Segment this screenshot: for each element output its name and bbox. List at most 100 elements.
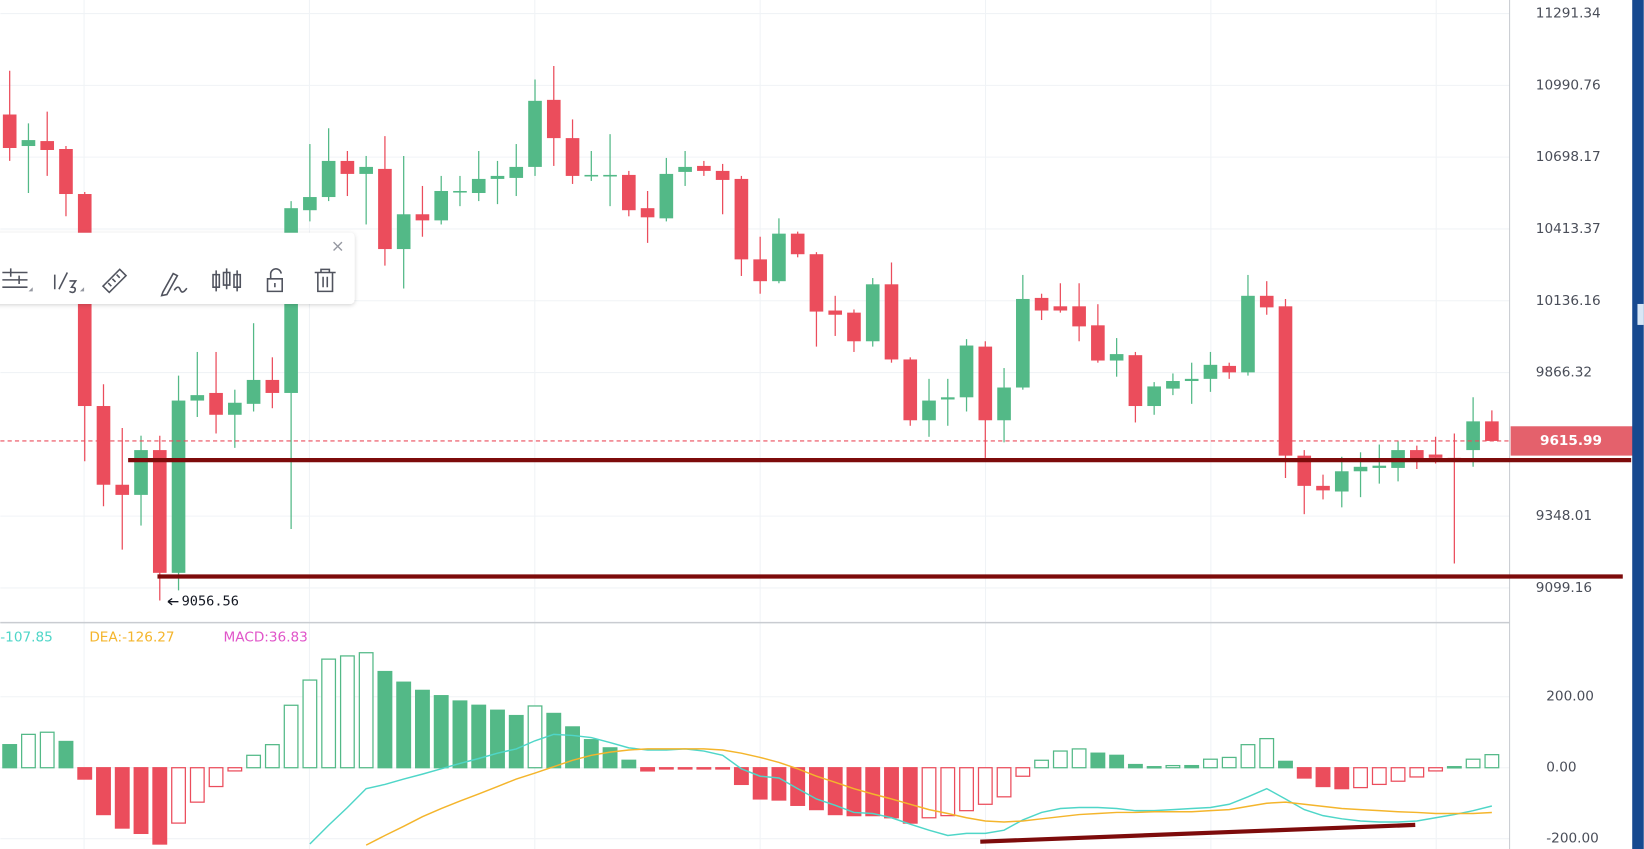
candle-body: [396, 214, 411, 250]
candle-body: [847, 312, 861, 342]
line-width-icon[interactable]: [53, 272, 78, 294]
macd-bar: [827, 767, 843, 816]
macd-bar: [771, 767, 787, 801]
candle-body: [884, 284, 899, 360]
macd-bar: [846, 767, 862, 817]
settings-icon[interactable]: [2, 268, 28, 288]
macd-bar: [1390, 767, 1406, 782]
lock-icon[interactable]: [266, 268, 283, 293]
candle-body: [1372, 465, 1387, 468]
macd-bar: [133, 767, 149, 835]
macd-bar: [152, 767, 168, 845]
macd-bar: [977, 767, 993, 805]
macd-bar: [189, 767, 205, 803]
macd-bar: [452, 700, 468, 769]
macd-bar: [264, 744, 280, 769]
y-tick-label: 9866.32: [1536, 365, 1592, 381]
macd-bar: [471, 704, 487, 769]
macd-bar: [1428, 767, 1444, 772]
candle-body: [809, 254, 824, 312]
candle-body: [959, 345, 974, 398]
candle-body: [1353, 466, 1368, 472]
candle-body: [1466, 421, 1480, 451]
macd-bar: [959, 767, 974, 812]
macd-bar: [1127, 763, 1143, 769]
candle-body: [471, 178, 486, 194]
delete-icon[interactable]: [314, 268, 336, 293]
macd-bar: [733, 767, 749, 786]
candle-body: [1222, 365, 1237, 373]
dropdown-caret: [28, 287, 33, 292]
candle-body: [622, 174, 636, 211]
desktop-edge: [1632, 0, 1644, 849]
candle-body: [1166, 381, 1180, 389]
candle-body: [828, 310, 843, 315]
dropdown-caret: [79, 287, 85, 292]
candle-body: [922, 400, 936, 421]
last-price-box: [1510, 426, 1635, 456]
candle-body: [772, 233, 786, 282]
macd-bar: [1090, 752, 1106, 769]
candle-body: [1091, 325, 1105, 361]
pencil-icon[interactable]: [160, 272, 188, 297]
candle-body: [1109, 354, 1124, 361]
macd-bar: [921, 767, 937, 819]
macd-bar: [1484, 754, 1500, 769]
candle-body: [865, 284, 880, 342]
candle-body: [603, 174, 617, 177]
macd-bar: [1071, 748, 1087, 769]
macd-bar: [1371, 767, 1387, 786]
macd-bar: [1409, 767, 1425, 778]
template-icon[interactable]: [212, 268, 242, 292]
macd-bar: [1109, 754, 1125, 769]
candle-body: [96, 406, 111, 485]
macd-bar: [396, 681, 412, 769]
macd-bar: [1165, 764, 1181, 769]
y-tick-label: 10990.76: [1536, 77, 1601, 93]
candle-body: [490, 175, 505, 179]
macd-bar: [21, 733, 36, 769]
macd-bar: [96, 767, 111, 816]
drawn-trend-line[interactable]: [980, 822, 1416, 844]
candle-body: [678, 166, 692, 172]
macd-bar: [1221, 756, 1237, 769]
macd-bar: [508, 714, 524, 769]
toolbar-close[interactable]: [333, 241, 343, 251]
candle-body: [997, 387, 1011, 421]
candle-body: [246, 379, 261, 404]
candle-body: [1316, 485, 1330, 491]
macd-bar: [490, 709, 505, 769]
candle-body: [1053, 306, 1068, 311]
macd-bar: [2, 744, 18, 769]
macd-bar: [1278, 760, 1293, 769]
y-tick-label: 0.00: [1546, 760, 1576, 776]
candle-body: [1485, 421, 1499, 441]
candle-body: [265, 379, 280, 393]
y-tick-label: 10413.37: [1536, 221, 1601, 237]
macd-bar: [790, 767, 806, 806]
macd-bar: [1353, 767, 1368, 789]
measure-icon[interactable]: [101, 268, 128, 294]
candle-body: [1203, 364, 1218, 379]
macd-bar: [865, 767, 881, 817]
toolbar-panel: [0, 232, 355, 304]
candle-body: [59, 149, 73, 195]
candle-body: [1410, 450, 1424, 459]
y-tick-label: 200.00: [1546, 689, 1594, 705]
macd-bar: [208, 767, 224, 788]
candle-body: [1016, 298, 1030, 388]
low-label: 9056.56: [182, 594, 239, 610]
candle-body: [978, 346, 993, 421]
macd-bar: [358, 652, 374, 769]
candle-body: [940, 397, 955, 400]
candle-body: [640, 208, 655, 218]
candle-body: [753, 259, 767, 282]
macd-bar: [565, 726, 580, 769]
macd-bar: [1184, 764, 1200, 769]
candle-body: [1184, 378, 1199, 382]
macd-bar: [1465, 758, 1481, 769]
candle-body: [21, 140, 36, 147]
candle-body: [340, 160, 355, 174]
